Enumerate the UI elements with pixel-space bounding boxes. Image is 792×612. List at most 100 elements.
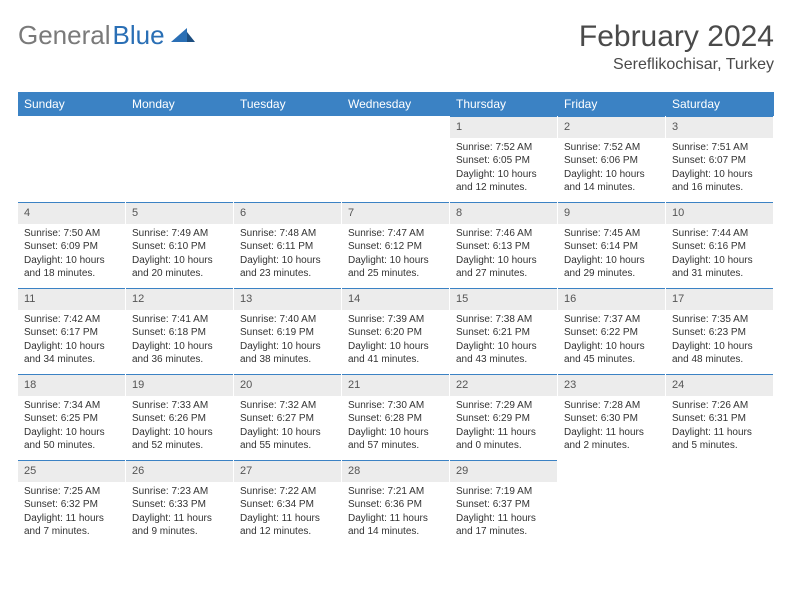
daylight-text: Daylight: 10 hours and 52 minutes. [132, 426, 227, 453]
month-title: February 2024 [579, 20, 774, 54]
day-number: 26 [126, 460, 233, 482]
sunrise-text: Sunrise: 7:26 AM [672, 399, 767, 413]
logo: General Blue [18, 20, 195, 51]
logo-text-blue: Blue [113, 20, 165, 51]
calendar-cell: 2Sunrise: 7:52 AMSunset: 6:06 PMDaylight… [558, 116, 666, 202]
day-number: 21 [342, 374, 449, 396]
day-number: 20 [234, 374, 341, 396]
day-body: Sunrise: 7:50 AMSunset: 6:09 PMDaylight:… [18, 224, 125, 287]
sunset-text: Sunset: 6:05 PM [456, 154, 551, 168]
day-body: Sunrise: 7:26 AMSunset: 6:31 PMDaylight:… [666, 396, 773, 459]
daylight-text: Daylight: 10 hours and 16 minutes. [672, 168, 767, 195]
daylight-text: Daylight: 10 hours and 25 minutes. [348, 254, 443, 281]
daylight-text: Daylight: 10 hours and 34 minutes. [24, 340, 119, 367]
day-number: 2 [558, 116, 665, 138]
daylight-text: Daylight: 10 hours and 18 minutes. [24, 254, 119, 281]
sunset-text: Sunset: 6:37 PM [456, 498, 551, 512]
sunrise-text: Sunrise: 7:25 AM [24, 485, 119, 499]
day-number: 1 [450, 116, 557, 138]
daylight-text: Daylight: 10 hours and 23 minutes. [240, 254, 335, 281]
daylight-text: Daylight: 10 hours and 31 minutes. [672, 254, 767, 281]
sunset-text: Sunset: 6:18 PM [132, 326, 227, 340]
sunrise-text: Sunrise: 7:45 AM [564, 227, 659, 241]
calendar-cell: 19Sunrise: 7:33 AMSunset: 6:26 PMDayligh… [126, 374, 234, 460]
day-number: 28 [342, 460, 449, 482]
sunset-text: Sunset: 6:23 PM [672, 326, 767, 340]
day-body: Sunrise: 7:38 AMSunset: 6:21 PMDaylight:… [450, 310, 557, 373]
sunset-text: Sunset: 6:29 PM [456, 412, 551, 426]
calendar-cell: 17Sunrise: 7:35 AMSunset: 6:23 PMDayligh… [666, 288, 774, 374]
daylight-text: Daylight: 10 hours and 55 minutes. [240, 426, 335, 453]
day-body: Sunrise: 7:30 AMSunset: 6:28 PMDaylight:… [342, 396, 449, 459]
day-number: 22 [450, 374, 557, 396]
daylight-text: Daylight: 10 hours and 43 minutes. [456, 340, 551, 367]
day-number: 19 [126, 374, 233, 396]
daylight-text: Daylight: 11 hours and 5 minutes. [672, 426, 767, 453]
day-number: 7 [342, 202, 449, 224]
day-body: Sunrise: 7:45 AMSunset: 6:14 PMDaylight:… [558, 224, 665, 287]
sunrise-text: Sunrise: 7:37 AM [564, 313, 659, 327]
sunrise-text: Sunrise: 7:46 AM [456, 227, 551, 241]
day-body: Sunrise: 7:44 AMSunset: 6:16 PMDaylight:… [666, 224, 773, 287]
daylight-text: Daylight: 10 hours and 27 minutes. [456, 254, 551, 281]
sunset-text: Sunset: 6:27 PM [240, 412, 335, 426]
day-body: Sunrise: 7:35 AMSunset: 6:23 PMDaylight:… [666, 310, 773, 373]
calendar-cell: 13Sunrise: 7:40 AMSunset: 6:19 PMDayligh… [234, 288, 342, 374]
daylight-text: Daylight: 11 hours and 2 minutes. [564, 426, 659, 453]
daylight-text: Daylight: 10 hours and 41 minutes. [348, 340, 443, 367]
calendar-week: 18Sunrise: 7:34 AMSunset: 6:25 PMDayligh… [18, 374, 774, 460]
day-number: 27 [234, 460, 341, 482]
day-body: Sunrise: 7:28 AMSunset: 6:30 PMDaylight:… [558, 396, 665, 459]
calendar-cell: 27Sunrise: 7:22 AMSunset: 6:34 PMDayligh… [234, 460, 342, 546]
day-number: 3 [666, 116, 773, 138]
day-body: Sunrise: 7:47 AMSunset: 6:12 PMDaylight:… [342, 224, 449, 287]
calendar-cell: 22Sunrise: 7:29 AMSunset: 6:29 PMDayligh… [450, 374, 558, 460]
sunset-text: Sunset: 6:16 PM [672, 240, 767, 254]
sunrise-text: Sunrise: 7:32 AM [240, 399, 335, 413]
weekday-header: Saturday [666, 92, 774, 116]
sunset-text: Sunset: 6:26 PM [132, 412, 227, 426]
day-body: Sunrise: 7:34 AMSunset: 6:25 PMDaylight:… [18, 396, 125, 459]
logo-text-gray: General [18, 20, 111, 51]
calendar-cell [342, 116, 450, 202]
daylight-text: Daylight: 10 hours and 14 minutes. [564, 168, 659, 195]
calendar-week: 11Sunrise: 7:42 AMSunset: 6:17 PMDayligh… [18, 288, 774, 374]
daylight-text: Daylight: 10 hours and 29 minutes. [564, 254, 659, 281]
day-body: Sunrise: 7:41 AMSunset: 6:18 PMDaylight:… [126, 310, 233, 373]
sunset-text: Sunset: 6:36 PM [348, 498, 443, 512]
calendar-page: General Blue February 2024 Sereflikochis… [0, 0, 792, 566]
daylight-text: Daylight: 10 hours and 50 minutes. [24, 426, 119, 453]
sunset-text: Sunset: 6:33 PM [132, 498, 227, 512]
day-number: 17 [666, 288, 773, 310]
calendar-cell: 5Sunrise: 7:49 AMSunset: 6:10 PMDaylight… [126, 202, 234, 288]
sunrise-text: Sunrise: 7:42 AM [24, 313, 119, 327]
day-body: Sunrise: 7:32 AMSunset: 6:27 PMDaylight:… [234, 396, 341, 459]
sunrise-text: Sunrise: 7:23 AM [132, 485, 227, 499]
sunrise-text: Sunrise: 7:21 AM [348, 485, 443, 499]
calendar-cell: 9Sunrise: 7:45 AMSunset: 6:14 PMDaylight… [558, 202, 666, 288]
sunset-text: Sunset: 6:14 PM [564, 240, 659, 254]
sunrise-text: Sunrise: 7:41 AM [132, 313, 227, 327]
sunrise-text: Sunrise: 7:52 AM [564, 141, 659, 155]
day-body: Sunrise: 7:52 AMSunset: 6:05 PMDaylight:… [450, 138, 557, 201]
day-number: 11 [18, 288, 125, 310]
sunrise-text: Sunrise: 7:28 AM [564, 399, 659, 413]
calendar-cell: 12Sunrise: 7:41 AMSunset: 6:18 PMDayligh… [126, 288, 234, 374]
sunset-text: Sunset: 6:09 PM [24, 240, 119, 254]
calendar-week: 4Sunrise: 7:50 AMSunset: 6:09 PMDaylight… [18, 202, 774, 288]
sunset-text: Sunset: 6:31 PM [672, 412, 767, 426]
day-number: 5 [126, 202, 233, 224]
sunrise-text: Sunrise: 7:49 AM [132, 227, 227, 241]
day-body: Sunrise: 7:21 AMSunset: 6:36 PMDaylight:… [342, 482, 449, 545]
calendar-week: 25Sunrise: 7:25 AMSunset: 6:32 PMDayligh… [18, 460, 774, 546]
sunrise-text: Sunrise: 7:29 AM [456, 399, 551, 413]
day-number: 16 [558, 288, 665, 310]
sunrise-text: Sunrise: 7:19 AM [456, 485, 551, 499]
calendar-cell: 1Sunrise: 7:52 AMSunset: 6:05 PMDaylight… [450, 116, 558, 202]
daylight-text: Daylight: 10 hours and 45 minutes. [564, 340, 659, 367]
day-number: 9 [558, 202, 665, 224]
daylight-text: Daylight: 11 hours and 14 minutes. [348, 512, 443, 539]
day-body: Sunrise: 7:46 AMSunset: 6:13 PMDaylight:… [450, 224, 557, 287]
calendar-cell: 6Sunrise: 7:48 AMSunset: 6:11 PMDaylight… [234, 202, 342, 288]
daylight-text: Daylight: 11 hours and 9 minutes. [132, 512, 227, 539]
